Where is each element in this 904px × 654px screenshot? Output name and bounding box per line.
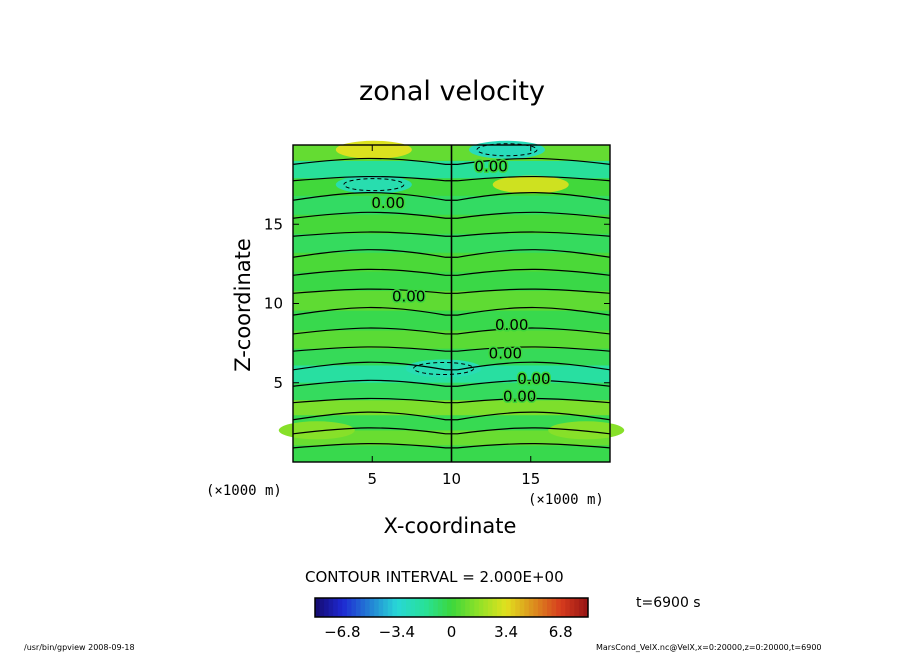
colorbar-swatch xyxy=(528,598,534,617)
colorbar-swatch xyxy=(574,598,580,617)
contour-interval-label: CONTOUR INTERVAL = 2.000E+00 xyxy=(305,568,564,586)
colorbar-swatch xyxy=(433,598,439,617)
colorbar-swatch xyxy=(410,598,416,617)
colorbar-swatch xyxy=(392,598,398,617)
negative-contour xyxy=(476,143,538,157)
x-axis-label: X-coordinate xyxy=(383,514,517,538)
colorbar-swatch xyxy=(533,598,539,617)
colorbar-swatch xyxy=(328,598,334,617)
contour-label: 0.00 xyxy=(474,158,507,176)
colorbar-swatch xyxy=(492,598,498,617)
x-tick-label: 10 xyxy=(442,470,461,488)
velocity-blob xyxy=(278,421,355,440)
colorbar-swatch xyxy=(437,598,443,617)
colorbar-swatch xyxy=(560,598,566,617)
colorbar-swatch xyxy=(387,598,393,617)
colorbar-swatch xyxy=(428,598,434,617)
colorbar-swatch xyxy=(501,598,507,617)
colorbar-swatch xyxy=(442,598,448,617)
colorbar-swatch xyxy=(547,598,553,617)
y-tick-label: 5 xyxy=(273,374,283,392)
contour-label: 0.00 xyxy=(392,288,425,306)
colorbar-swatch xyxy=(383,598,389,617)
negative-contour xyxy=(413,361,475,375)
contour-label: 0.00 xyxy=(371,194,404,212)
colorbar-swatch xyxy=(369,598,375,617)
colorbar-tick-label: −6.8 xyxy=(324,623,360,641)
colorbar-tick-label: −3.4 xyxy=(379,623,415,641)
colorbar-tick-label: 6.8 xyxy=(549,623,573,641)
y-tick-label: 10 xyxy=(264,295,283,313)
colorbar-tick-label: 3.4 xyxy=(494,623,518,641)
colorbar-swatch xyxy=(424,598,430,617)
colorbar-swatch xyxy=(460,598,466,617)
chart-title: zonal velocity xyxy=(359,76,545,107)
colorbar-swatch xyxy=(542,598,548,617)
colorbar-swatch xyxy=(337,598,343,617)
colorbar-swatch xyxy=(578,598,584,617)
colorbar-swatch xyxy=(324,598,330,617)
colorbar-swatch xyxy=(469,598,475,617)
footer-source: MarsCond_VelX.nc@VelX,x=0:20000,z=0:2000… xyxy=(596,643,822,652)
contour-label: 0.00 xyxy=(503,387,536,405)
negative-contour xyxy=(343,178,405,192)
colorbar-swatch xyxy=(506,598,512,617)
colorbar-swatch xyxy=(487,598,493,617)
colorbar-swatch xyxy=(406,598,412,617)
colorbar-swatch xyxy=(569,598,575,617)
velocity-blob xyxy=(335,140,412,159)
colorbar-swatch xyxy=(565,598,571,617)
colorbar-swatch xyxy=(483,598,489,617)
colorbar-swatch xyxy=(415,598,421,617)
colorbar-swatch xyxy=(342,598,348,617)
colorbar-swatch xyxy=(333,598,339,617)
colorbar-swatch xyxy=(537,598,543,617)
colorbar-frame xyxy=(314,597,589,618)
velocity-blob xyxy=(548,421,625,440)
y-axis-unit: (×1000 m) xyxy=(206,483,282,499)
colorbar-swatch xyxy=(524,598,530,617)
colorbar-swatch xyxy=(583,598,589,617)
velocity-blob xyxy=(492,175,569,194)
colorbar-swatch xyxy=(519,598,525,617)
colorbar-swatch xyxy=(401,598,407,617)
contour-label: 0.00 xyxy=(495,316,528,334)
colorbar-swatch xyxy=(351,598,357,617)
colorbar-swatch xyxy=(319,598,325,617)
colorbar-swatch xyxy=(378,598,384,617)
colorbar-swatch xyxy=(419,598,425,617)
time-label: t=6900 s xyxy=(636,595,701,611)
y-tick-label: 15 xyxy=(264,215,283,233)
x-tick-label: 15 xyxy=(521,470,540,488)
contour-label: 0.00 xyxy=(489,345,522,363)
colorbar-swatch xyxy=(510,598,516,617)
colorbar-swatch xyxy=(365,598,371,617)
colorbar-swatch xyxy=(465,598,471,617)
colorbar-swatch xyxy=(551,598,557,617)
contour-label: 0.00 xyxy=(517,370,550,388)
colorbar-swatch xyxy=(396,598,402,617)
colorbar-swatch xyxy=(456,598,462,617)
colorbar-swatch xyxy=(478,598,484,617)
x-tick-label: 5 xyxy=(367,470,377,488)
x-axis-unit: (×1000 m) xyxy=(528,492,604,508)
colorbar-swatch xyxy=(346,598,352,617)
colorbar-swatch xyxy=(556,598,562,617)
footer-program: /usr/bin/gpview 2008-09-18 xyxy=(24,643,135,652)
colorbar-swatch xyxy=(515,598,521,617)
colorbar-swatch xyxy=(497,598,503,617)
colorbar-swatch xyxy=(474,598,480,617)
colorbar-swatch xyxy=(315,598,321,617)
colorbar-swatch xyxy=(374,598,380,617)
colorbar-swatch xyxy=(451,598,457,617)
colorbar-tick-label: 0 xyxy=(447,623,457,641)
colorbar-swatch xyxy=(360,598,366,617)
colorbar-swatch xyxy=(446,598,452,617)
colorbar-swatch xyxy=(355,598,361,617)
